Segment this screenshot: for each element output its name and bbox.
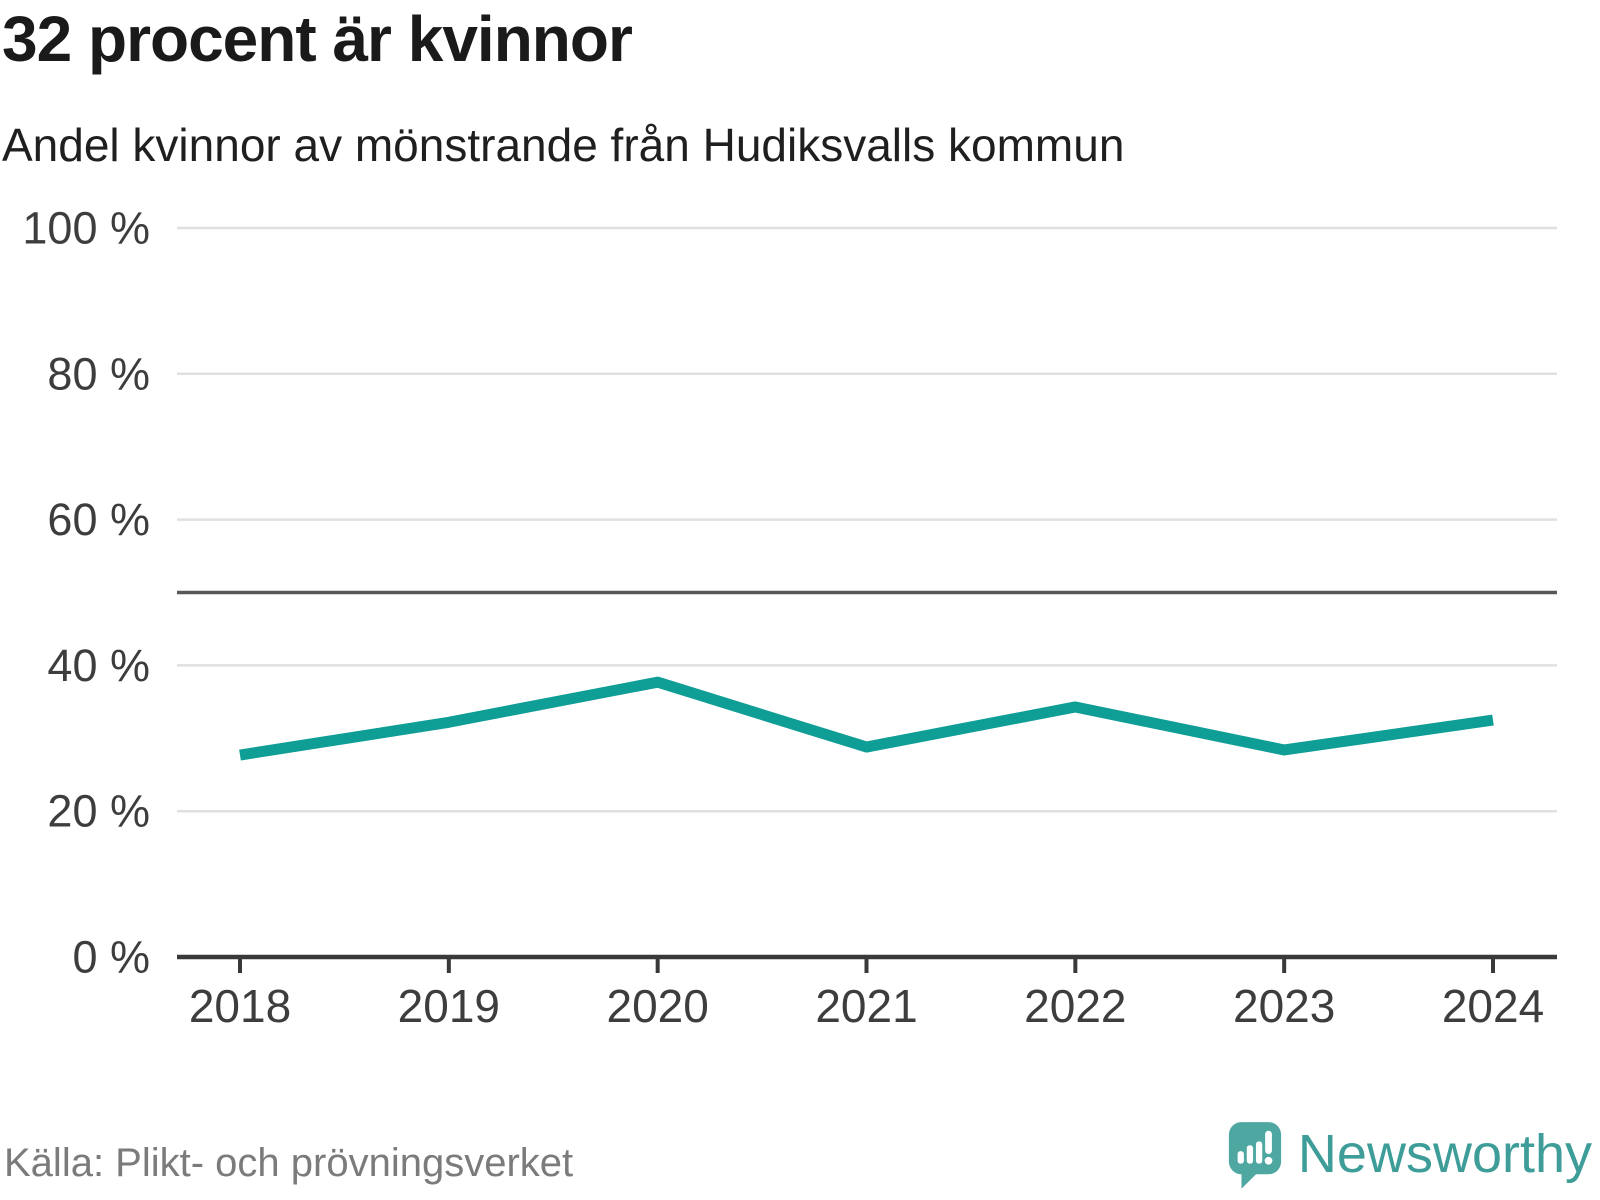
chart-title: 32 procent är kvinnor [2, 3, 633, 75]
data-line [239, 676, 1494, 761]
source-note: Källa: Plikt- och prövningsverket [4, 1141, 574, 1185]
x-tick-label: 2021 [815, 980, 917, 1032]
x-tick-label: 2024 [1442, 980, 1544, 1032]
y-tick-label: 100 % [22, 203, 150, 254]
y-tick-label: 0 % [72, 932, 150, 983]
y-tick-label: 20 % [47, 786, 150, 837]
x-tick-label: 2019 [398, 980, 500, 1032]
y-tick-label: 80 % [47, 348, 150, 399]
newsworthy-wordmark: Newsworthy [1297, 1124, 1592, 1184]
y-tick-label: 60 % [47, 494, 150, 545]
chart-subtitle: Andel kvinnor av mönstrande från Hudiksv… [2, 119, 1125, 171]
x-tick-label: 2018 [189, 980, 291, 1032]
x-tick-label: 2023 [1233, 980, 1335, 1032]
x-tick-label: 2022 [1024, 980, 1126, 1032]
y-tick-label: 40 % [47, 640, 150, 691]
newsworthy-logo: Newsworthy [1226, 1118, 1592, 1190]
x-tick-label: 2020 [606, 980, 708, 1032]
newsworthy-icon [1228, 1122, 1282, 1189]
